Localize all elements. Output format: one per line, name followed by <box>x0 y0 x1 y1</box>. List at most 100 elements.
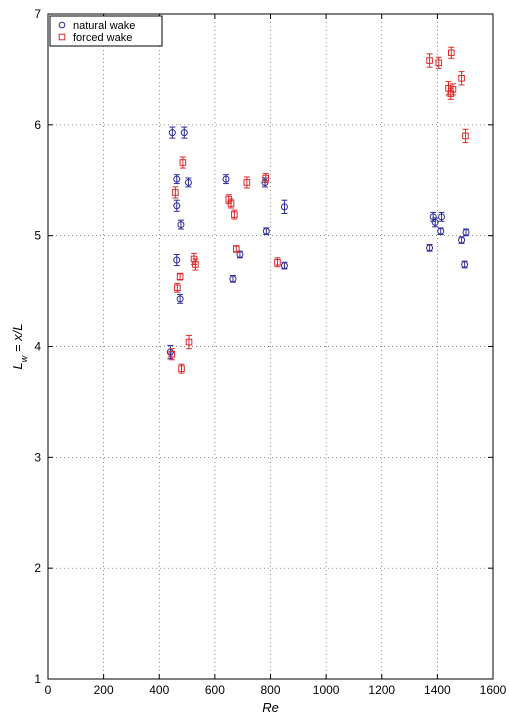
x-tick-label: 800 <box>260 683 280 697</box>
marker-square <box>458 74 465 82</box>
legend-marker-natural-wake <box>58 21 66 29</box>
axis-ticks <box>47 13 494 680</box>
data-point-forced-wake <box>274 257 281 268</box>
marker-circle <box>173 202 181 210</box>
marker-circle <box>458 236 466 244</box>
x-axis-title: Re <box>262 700 279 715</box>
data-point-forced-wake <box>178 363 185 374</box>
y-axis-tick-labels: 1 2 3 4 5 6 7 <box>34 7 41 686</box>
legend-label-forced-wake: forced wake <box>73 32 132 44</box>
data-point-natural-wake <box>177 219 185 230</box>
marker-circle <box>461 260 469 268</box>
marker-circle <box>426 244 434 252</box>
y-axis-title-main: L <box>10 362 25 369</box>
data-point-forced-wake <box>243 176 251 189</box>
data-point-natural-wake <box>462 228 470 237</box>
data-point-forced-wake <box>174 282 181 293</box>
data-point-forced-wake <box>449 83 457 96</box>
x-tick-label: 1200 <box>368 683 395 697</box>
x-tick-label: 200 <box>94 683 114 697</box>
data-point-natural-wake <box>431 217 439 228</box>
marker-square <box>231 211 238 218</box>
data-point-forced-wake <box>172 186 179 199</box>
marker-square <box>447 90 455 98</box>
data-point-forced-wake <box>192 258 199 271</box>
marker-square <box>172 189 179 196</box>
marker-circle <box>462 228 470 236</box>
marker-square <box>192 261 199 268</box>
marker-circle <box>280 262 288 270</box>
data-point-natural-wake <box>222 174 230 185</box>
marker-square <box>179 159 187 166</box>
data-point-forced-wake <box>447 46 455 59</box>
legend-marker-forced-wake <box>58 33 66 41</box>
legend-box <box>49 15 163 47</box>
marker-circle <box>438 213 446 221</box>
data-point-forced-wake <box>462 128 469 144</box>
marker-circle <box>262 227 270 235</box>
data-point-forced-wake <box>227 198 235 209</box>
y-tick-label: 1 <box>34 672 41 686</box>
data-point-natural-wake <box>229 275 237 283</box>
data-point-natural-wake <box>426 244 434 252</box>
marker-circle <box>176 295 184 303</box>
marker-square <box>178 365 185 372</box>
marker-square <box>262 174 270 182</box>
data-point-forced-wake <box>262 173 270 183</box>
legend-label-natural-wake: natural wake <box>73 20 135 32</box>
data-point-natural-wake <box>236 250 244 259</box>
marker-circle <box>184 178 192 186</box>
data-point-natural-wake <box>458 236 466 244</box>
marker-square <box>176 273 184 280</box>
x-tick-label: 0 <box>45 683 52 697</box>
data-point-natural-wake <box>184 177 192 188</box>
data-point-natural-wake <box>166 344 174 360</box>
marker-square <box>243 179 251 186</box>
data-point-natural-wake <box>180 126 188 139</box>
data-point-forced-wake <box>176 272 184 281</box>
marker-square <box>462 132 469 140</box>
x-tick-label: 400 <box>149 683 169 697</box>
y-tick-label: 2 <box>34 561 41 575</box>
data-point-natural-wake <box>173 199 181 212</box>
marker-circle <box>437 227 445 235</box>
data-point-forced-wake <box>179 156 187 169</box>
data-point-natural-wake <box>262 227 270 236</box>
marker-square <box>274 258 281 266</box>
marker-circle <box>222 175 230 183</box>
data-point-forced-wake <box>231 209 238 220</box>
x-tick-label: 1000 <box>313 683 340 697</box>
y-tick-label: 6 <box>34 118 41 132</box>
y-axis-title-rest: = x/L <box>10 324 25 356</box>
y-tick-label: 7 <box>34 7 41 21</box>
x-axis-tick-labels: 0 200 400 600 800 1000 1200 1400 1600 <box>45 683 507 697</box>
y-axis-title: Lw = x/L <box>10 324 29 370</box>
marker-square <box>174 284 181 292</box>
data-point-natural-wake <box>173 174 181 185</box>
y-tick-label: 3 <box>34 450 41 464</box>
marker-circle <box>168 129 176 137</box>
data-point-natural-wake <box>173 254 181 267</box>
marker-circle <box>229 275 237 283</box>
marker-circle <box>173 256 181 264</box>
y-tick-label: 5 <box>34 229 41 243</box>
y-tick-label: 4 <box>34 340 41 354</box>
marker-circle <box>431 218 439 226</box>
data-point-forced-wake <box>458 71 465 86</box>
data-point-forced-wake <box>435 56 443 69</box>
data-point-natural-wake <box>438 211 446 222</box>
data-point-natural-wake <box>176 293 184 304</box>
marker-square <box>426 57 433 64</box>
data-point-natural-wake <box>168 126 176 139</box>
marker-circle <box>180 129 188 137</box>
data-points <box>166 46 470 374</box>
marker-square <box>168 350 176 358</box>
data-point-natural-wake <box>280 261 288 270</box>
data-point-forced-wake <box>232 245 240 253</box>
x-tick-label: 1400 <box>424 683 451 697</box>
marker-square <box>185 338 193 346</box>
y-axis-title-subscript: w <box>19 355 29 362</box>
marker-square <box>449 86 457 93</box>
marker-square <box>227 200 235 207</box>
